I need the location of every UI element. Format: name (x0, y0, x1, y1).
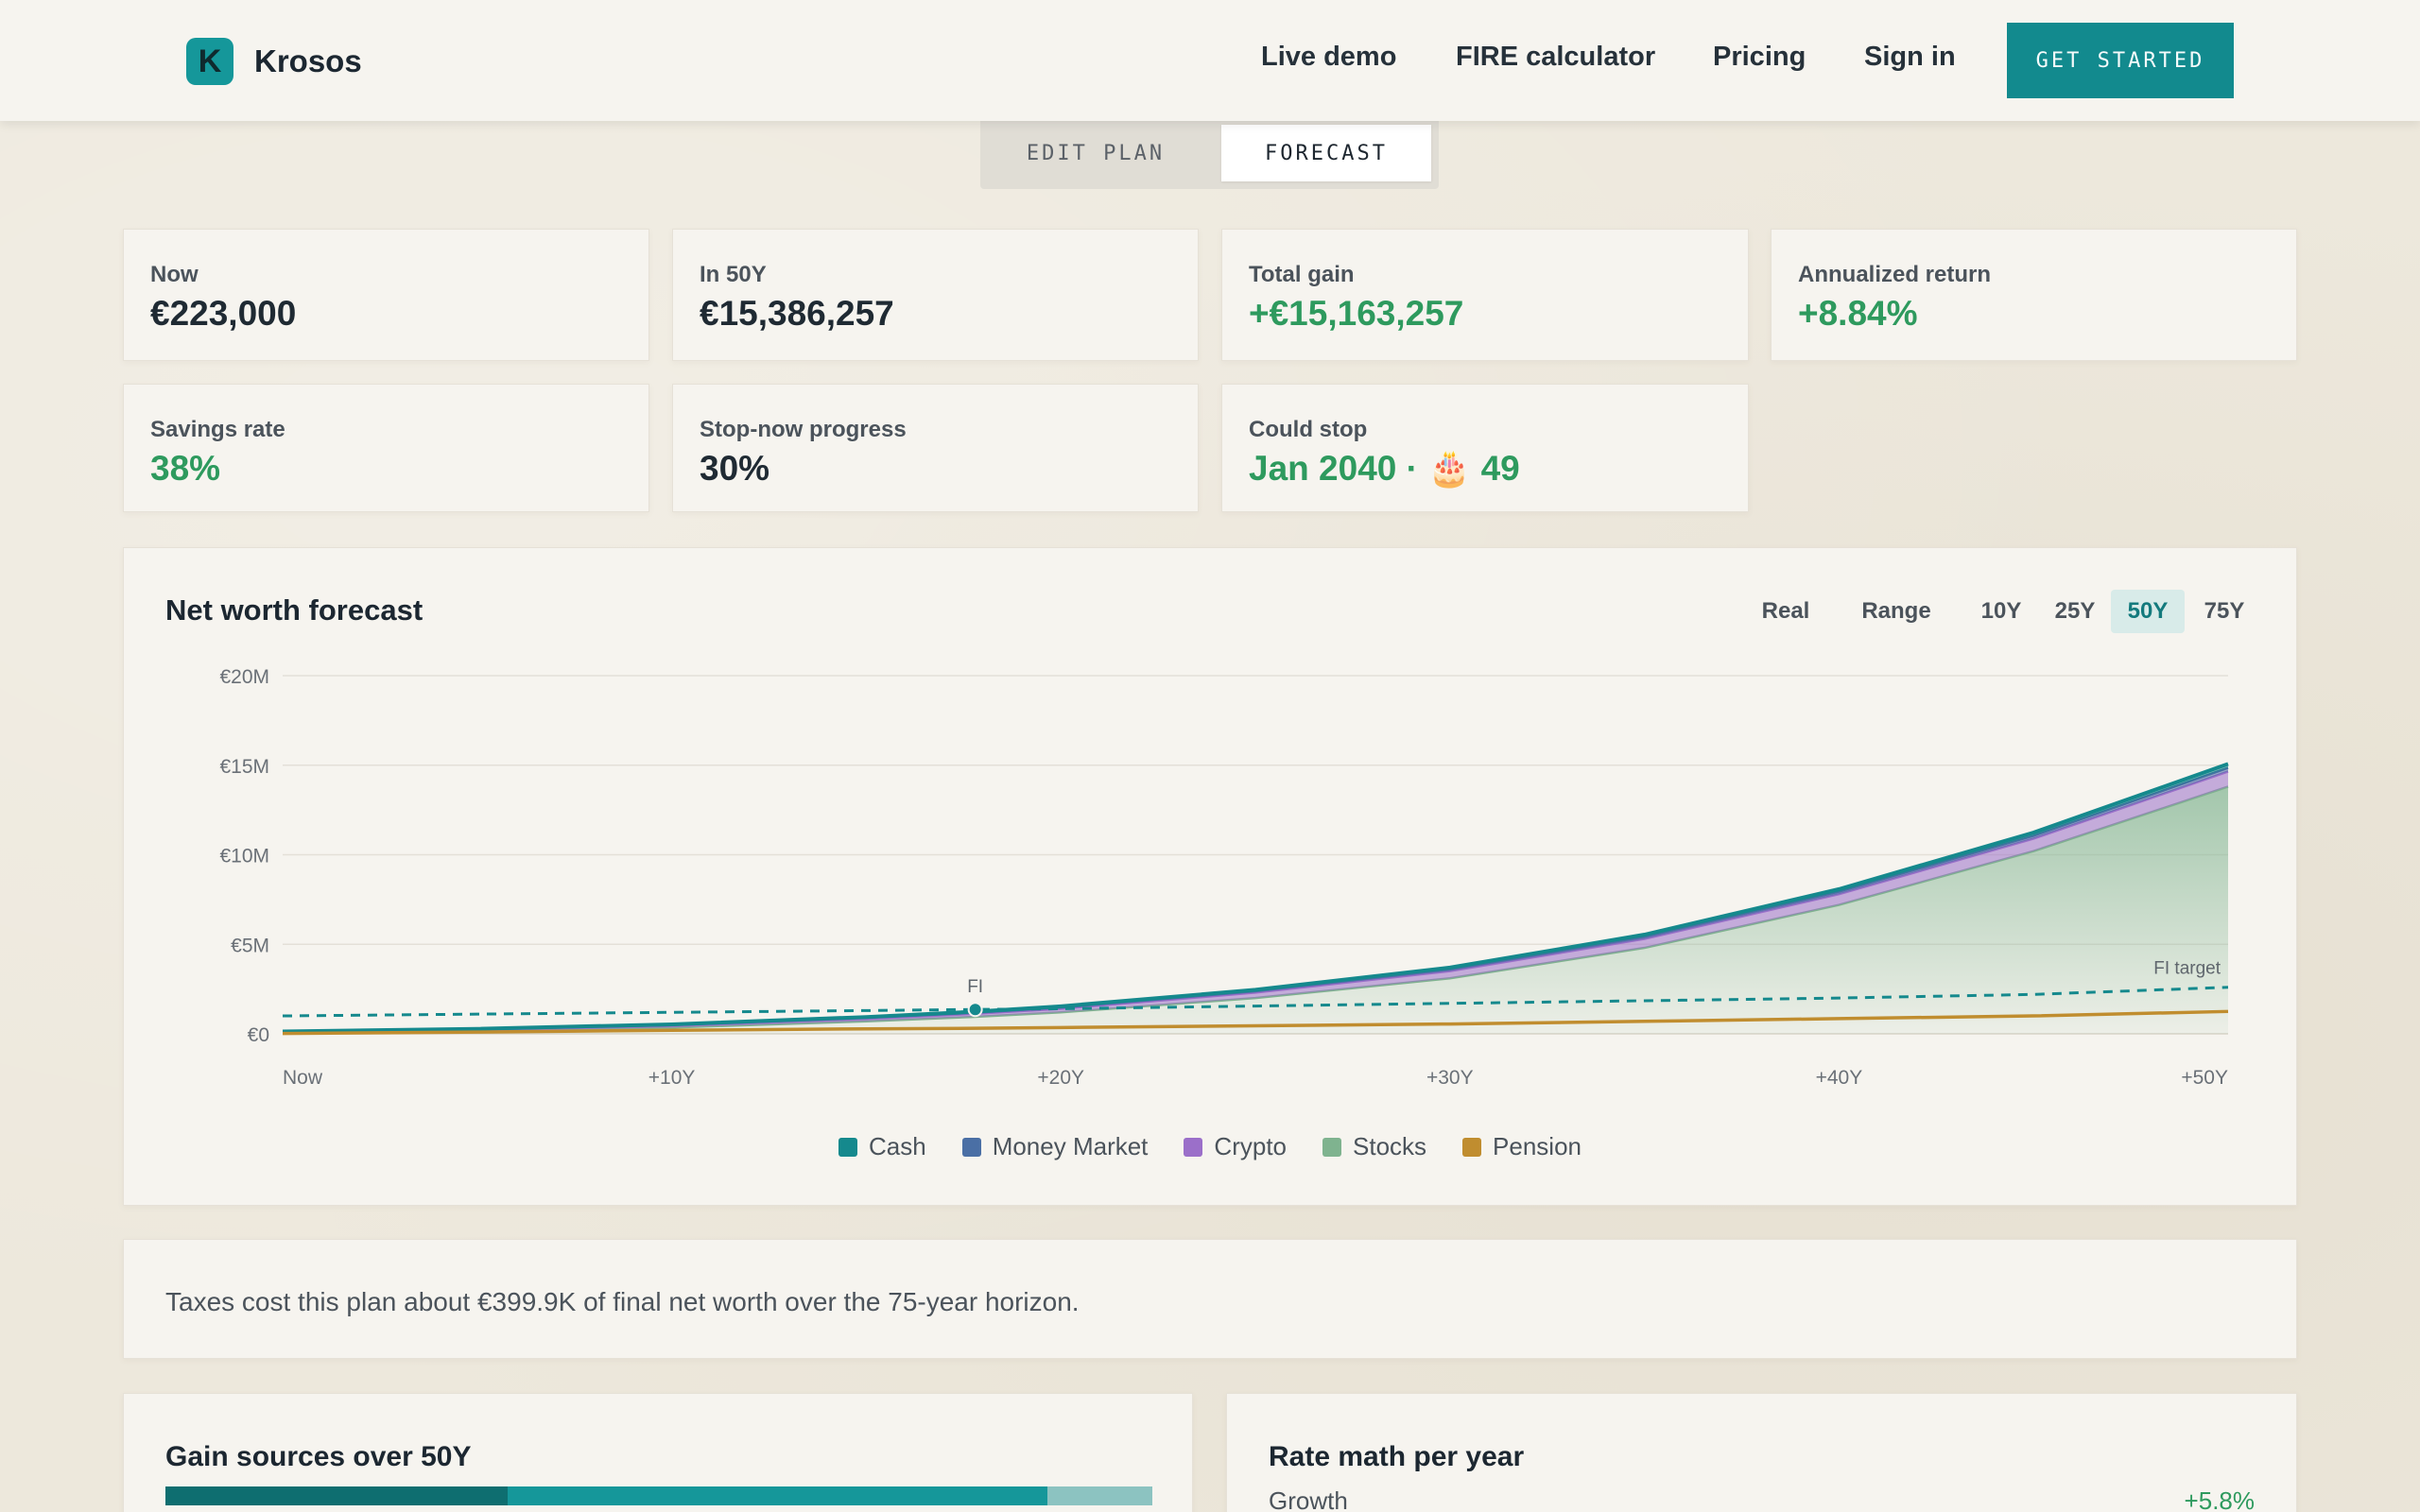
chart-legend: Cash Money Market Crypto Stocks Pension (124, 1132, 2296, 1161)
tab-edit-plan[interactable]: EDIT PLAN (1026, 141, 1166, 165)
y-tick-label: €15M (219, 756, 269, 778)
x-tick-label: +30Y (1426, 1067, 1474, 1089)
x-tick-label: +40Y (1816, 1067, 1863, 1089)
toggle-real[interactable]: Real (1761, 598, 1810, 624)
y-tick-label: €0 (248, 1024, 269, 1046)
toggle-range[interactable]: Range (1861, 598, 1931, 624)
line-cash (282, 762, 2229, 1034)
legend-label: Pension (1493, 1132, 1582, 1160)
line-fi-target (282, 986, 2229, 1018)
fi-marker-point (967, 1002, 983, 1018)
stat-card-stop-now-progress: Stop-now progress 30% (672, 384, 1199, 512)
nav-live-demo[interactable]: Live demo (1261, 42, 1397, 72)
gain-sources-bar (165, 1486, 1152, 1505)
nav-sign-in[interactable]: Sign in (1864, 42, 1956, 72)
x-tick-label: +20Y (1037, 1067, 1084, 1089)
y-tick-label: €10M (219, 846, 269, 868)
legend-swatch (961, 1137, 981, 1157)
legend-label: Cash (868, 1132, 926, 1160)
x-tick-label: +10Y (648, 1067, 696, 1089)
legend-swatch (1184, 1137, 1203, 1157)
view-switcher: EDIT PLAN FORECAST (980, 121, 1439, 189)
get-started-button[interactable]: GET STARTED (2007, 23, 2234, 98)
line-pension (282, 1009, 2229, 1036)
tax-note: Taxes cost this plan about €399.9K of fi… (165, 1287, 1080, 1316)
forecast-chart[interactable]: €0 €5M €10M €15M €20M Now +10Y +20Y +30Y +40Y +50Y… (124, 548, 2298, 1115)
stat-label: Total gain (1249, 262, 1355, 287)
legend-item-cash[interactable]: Cash (838, 1132, 926, 1161)
stat-card-total-gain: Total gain +€15,163,257 (1221, 229, 1749, 361)
fi-marker-label: FI (967, 977, 983, 997)
stat-value: €223,000 (150, 294, 297, 333)
gain-sources-title: Gain sources over 50Y (165, 1441, 472, 1472)
stat-card-annualized-return: Annualized return +8.84% (1771, 229, 2297, 361)
stat-card-savings-rate: Savings rate 38% (123, 384, 649, 512)
fi-target-label: FI target (2153, 959, 2221, 979)
horizon-50y[interactable]: 50Y (2111, 590, 2185, 633)
gain-sources-card: Gain sources over 50Y (123, 1393, 1193, 1512)
stat-value: 38% (150, 449, 221, 488)
gain-segment[interactable] (165, 1486, 509, 1505)
x-tick-label: Now (283, 1067, 323, 1089)
horizon-25y[interactable]: 25Y (2054, 598, 2096, 624)
stat-value: +8.84% (1798, 294, 1918, 333)
logo-icon: K (186, 38, 233, 85)
rate-math-card: Rate math per year Growth +5.8% (1226, 1393, 2297, 1512)
stat-label: Stop-now progress (700, 417, 907, 442)
horizon-10y[interactable]: 10Y (1980, 598, 2022, 624)
rate-math-title: Rate math per year (1269, 1441, 1525, 1472)
forecast-title: Net worth forecast (165, 593, 424, 627)
brand-name: Krosos (254, 43, 362, 78)
stat-label: Could stop (1249, 417, 1368, 442)
area-stocks (283, 786, 2228, 1034)
legend-swatch (838, 1137, 857, 1157)
rate-row-value: +5.8% (2184, 1486, 2255, 1512)
legend-item-pension[interactable]: Pension (1462, 1132, 1582, 1161)
legend-item-stocks[interactable]: Stocks (1322, 1132, 1426, 1161)
stat-label: Annualized return (1798, 262, 1992, 287)
tab-forecast[interactable]: FORECAST (1221, 125, 1431, 181)
top-navbar: K Krosos Live demo FIRE calculator Prici… (0, 0, 2420, 121)
stat-label: In 50Y (700, 262, 767, 287)
stat-card-could-stop: Could stop Jan 2040 · 🎂 49 (1221, 384, 1749, 512)
horizon-75y[interactable]: 75Y (2204, 598, 2245, 624)
legend-label: Stocks (1353, 1132, 1427, 1160)
stat-value: Jan 2040 · 🎂 49 (1249, 449, 1520, 488)
gain-segment[interactable] (508, 1486, 1048, 1505)
brand-logo[interactable]: K Krosos (186, 38, 362, 85)
nav-fire-calculator[interactable]: FIRE calculator (1456, 42, 1656, 72)
stat-card-now: Now €223,000 (123, 229, 649, 361)
rate-row-label: Growth (1269, 1486, 1348, 1512)
legend-item-money-market[interactable]: Money Market (961, 1132, 1149, 1161)
stat-value: €15,386,257 (700, 294, 894, 333)
legend-swatch (1322, 1137, 1341, 1157)
forecast-card: Net worth forecast Real Range 10Y 25Y 50… (123, 547, 2297, 1206)
tax-note-card: Taxes cost this plan about €399.9K of fi… (123, 1239, 2297, 1359)
legend-label: Crypto (1214, 1132, 1287, 1160)
legend-label: Money Market (992, 1132, 1149, 1160)
nav-pricing[interactable]: Pricing (1713, 42, 1806, 72)
gain-segment[interactable] (1047, 1486, 1152, 1505)
legend-swatch (1462, 1137, 1482, 1157)
x-tick-label: +50Y (2181, 1067, 2228, 1089)
stat-label: Now (150, 262, 199, 287)
stat-value: 30% (700, 449, 770, 488)
area-crypto (283, 771, 2228, 1034)
legend-item-crypto[interactable]: Crypto (1184, 1132, 1287, 1161)
y-tick-label: €20M (219, 666, 269, 688)
stat-value: +€15,163,257 (1249, 294, 1464, 333)
y-tick-label: €5M (231, 935, 269, 956)
stat-card-in-50y: In 50Y €15,386,257 (672, 229, 1199, 361)
stat-label: Savings rate (150, 417, 285, 442)
